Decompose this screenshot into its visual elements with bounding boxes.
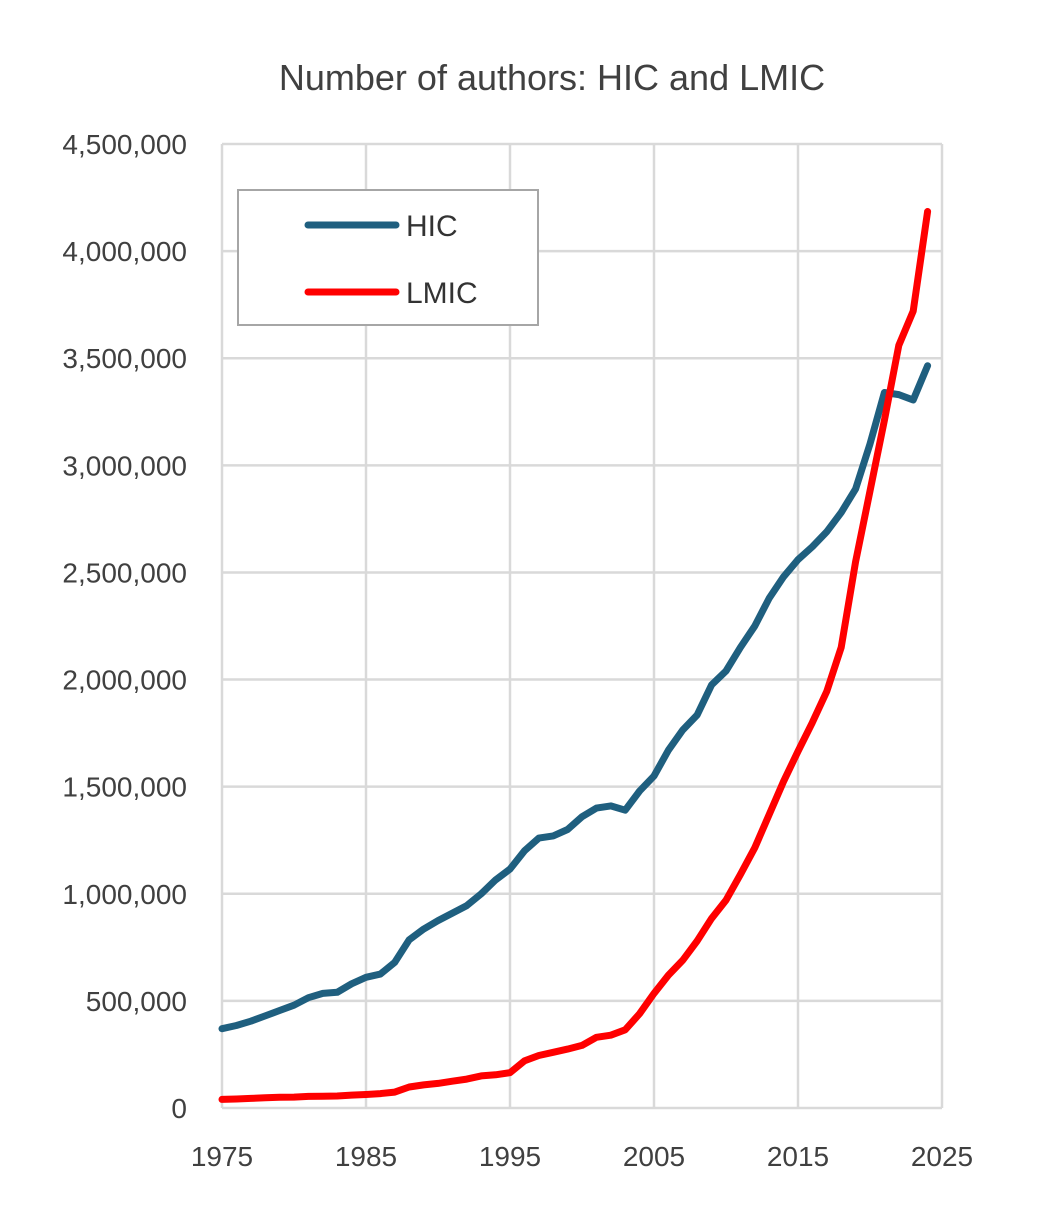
y-tick-label: 4,500,000 (62, 129, 187, 160)
y-tick-label: 1,500,000 (62, 772, 187, 803)
series-line-hic (218, 362, 932, 1033)
y-tick-label: 1,000,000 (62, 879, 187, 910)
series-layer (218, 208, 932, 1103)
y-tick-label: 0 (171, 1093, 187, 1124)
x-tick-label: 2005 (623, 1141, 685, 1172)
y-tick-label: 3,500,000 (62, 343, 187, 374)
axis-labels: 0 500,000 1,000,000 1,500,000 2,000,000 2,500… (62, 129, 973, 1172)
x-tick-label: 1975 (191, 1141, 253, 1172)
legend-box (237, 189, 539, 326)
x-tick-label: 2015 (767, 1141, 829, 1172)
x-tick-label: 1985 (335, 1141, 397, 1172)
x-tick-label: 1995 (479, 1141, 541, 1172)
y-tick-label: 3,000,000 (62, 450, 187, 481)
chart-title: Number of authors: HIC and LMIC (279, 57, 825, 98)
y-tick-label: 4,000,000 (62, 236, 187, 267)
series-line-lmic (218, 208, 932, 1103)
legend: HIC LMIC (237, 189, 539, 326)
series-hic (218, 362, 932, 1033)
y-tick-label: 2,500,000 (62, 557, 187, 588)
legend-label-hic: HIC (406, 210, 458, 243)
x-tick-label: 2025 (911, 1141, 973, 1172)
legend-label-lmic: LMIC (406, 277, 478, 310)
y-tick-label: 500,000 (86, 986, 187, 1017)
y-tick-label: 2,000,000 (62, 665, 187, 696)
series-lmic (218, 208, 932, 1103)
